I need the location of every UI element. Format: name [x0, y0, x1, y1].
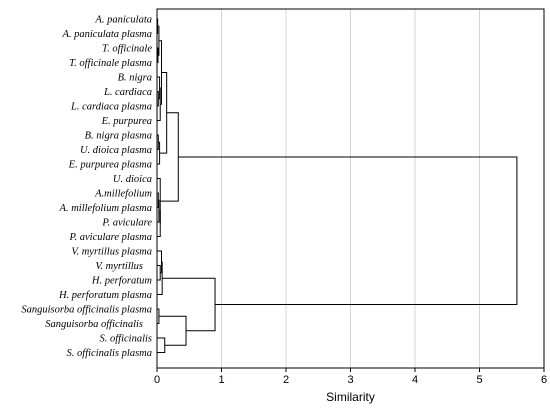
leaf-label: E. purpurea [101, 116, 152, 127]
x-tick-label: 3 [347, 374, 353, 386]
dendrogram-link [162, 277, 216, 332]
leaf-label: U. dioica plasma [80, 145, 152, 156]
leaf-label: A.millefolium [94, 189, 152, 200]
leaf-label: Sanguisorba officinalis plasma [21, 305, 152, 316]
leaf-label: A. paniculata plasma [61, 29, 152, 40]
leaf-label: P. aviculare plasma [68, 232, 152, 243]
leaf-label: U. dioica [113, 174, 152, 185]
dendrogram-link [157, 337, 166, 353]
leaf-label: A. millefolium plasma [59, 203, 152, 214]
leaf-label: H. perforatum [91, 276, 153, 287]
dendrogram-link [158, 315, 187, 346]
x-tick-label: 5 [476, 374, 482, 386]
x-tick-label: 1 [218, 374, 224, 386]
x-tick-label: 0 [154, 374, 160, 386]
leaf-labels: A. paniculata A. paniculata plasma T. offi… [21, 15, 152, 360]
leaf-label: L. cardiaca plasma [70, 102, 152, 113]
leaf-label: A. paniculata [94, 15, 152, 26]
x-tick-label: 2 [283, 374, 289, 386]
leaf-label: T. officinale plasma [69, 58, 152, 69]
dendrogram-link [178, 156, 518, 305]
leaf-label: S. officinalis [100, 334, 153, 345]
leaf-label: V. myrtillus plasma [71, 247, 152, 258]
dendrogram-link [160, 112, 179, 202]
leaf-label: B. nigra plasma [85, 131, 152, 142]
leaf-label: S. officinalis plasma [67, 348, 152, 359]
dendrogram-links [157, 18, 518, 353]
leaf-label: E. purpurea plasma [68, 160, 152, 171]
x-axis-ticks: 0 1 2 3 4 5 6 [154, 368, 547, 386]
leaf-label: P. aviculare [101, 218, 152, 229]
leaf-label: V. myrtillus [95, 261, 143, 272]
leaf-label: Sanguisorba officinalis [45, 319, 143, 330]
x-tick-label: 6 [541, 374, 547, 386]
grid-layer [221, 9, 480, 368]
leaf-label: T. officinale [102, 44, 152, 55]
x-axis-title: Similarity [326, 390, 375, 404]
x-tick-label: 4 [412, 374, 418, 386]
leaf-label: B. nigra [118, 73, 152, 84]
leaf-label: H. perforatum plasma [58, 290, 152, 301]
dendrogram-link [157, 250, 163, 274]
dendrogram-link [157, 178, 161, 224]
leaf-label: L. cardiaca [103, 87, 152, 98]
